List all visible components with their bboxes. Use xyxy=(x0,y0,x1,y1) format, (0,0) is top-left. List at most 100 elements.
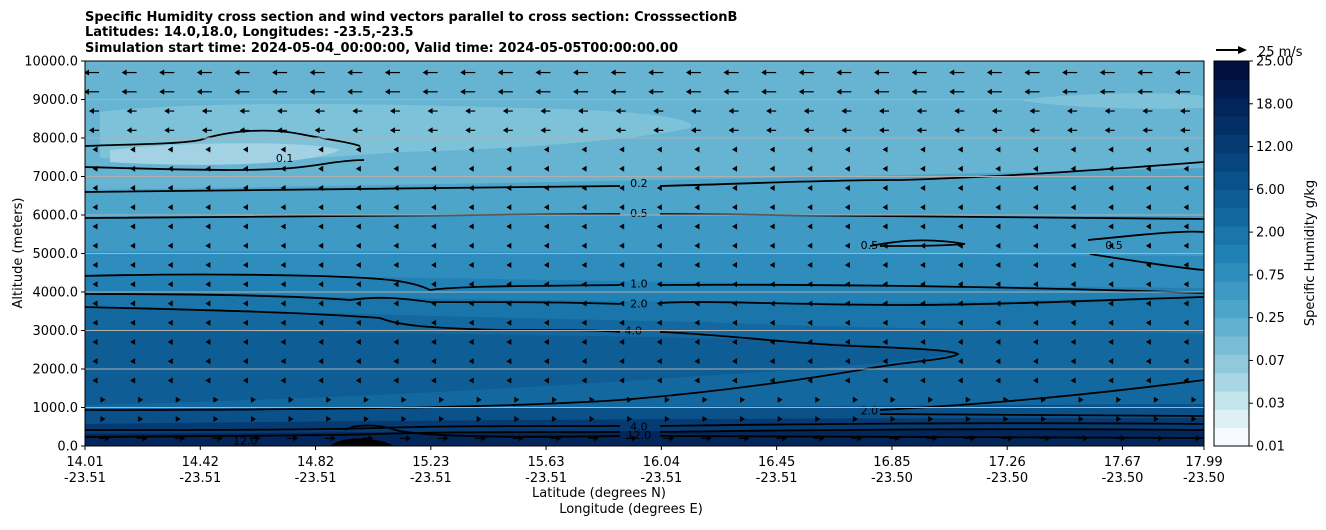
band-4-0 xyxy=(85,330,958,405)
wind-vector-head xyxy=(619,281,625,288)
wind-vector-head xyxy=(740,396,746,403)
wind-vector-head xyxy=(581,242,587,249)
wind-vector-head xyxy=(159,88,165,95)
contour-0-5-closed xyxy=(869,239,966,247)
wind-vector-head xyxy=(92,146,98,153)
wind-vector-head xyxy=(874,88,880,95)
wind-vector-head xyxy=(664,396,670,403)
wind-vector-head xyxy=(401,396,407,403)
wind-vector-head xyxy=(175,396,181,403)
wind-vector-head xyxy=(543,358,549,365)
colorbar-segment xyxy=(1214,244,1249,264)
wind-vector-head xyxy=(242,262,248,269)
wind-vector-head xyxy=(242,339,248,346)
wind-vector-head xyxy=(1062,69,1068,76)
wind-vector-head xyxy=(540,127,546,134)
wind-vector-head xyxy=(995,165,1001,172)
wind-vector-head xyxy=(506,146,512,153)
wind-vector-head xyxy=(807,319,813,326)
wind-vector-head xyxy=(92,358,98,365)
wind-vector-head xyxy=(130,281,136,288)
wind-vector-head xyxy=(130,358,136,365)
wind-vector-head xyxy=(506,204,512,211)
wind-vector-head xyxy=(293,435,299,442)
wind-vector-head xyxy=(121,88,127,95)
wind-vector-head xyxy=(431,377,437,384)
wind-vector-head xyxy=(130,204,136,211)
wind-vector-head xyxy=(1183,223,1189,230)
x-tick-label-lat: 14.82 xyxy=(297,455,334,470)
wind-vector-head xyxy=(468,300,474,307)
wind-vector-head xyxy=(92,339,98,346)
wind-vector-head xyxy=(1070,281,1076,288)
wind-vector-head xyxy=(326,416,332,423)
wind-vector-head xyxy=(280,223,286,230)
wind-vector-head xyxy=(1104,108,1110,115)
wind-vector-head xyxy=(393,223,399,230)
x-tick-label-lat: 17.99 xyxy=(1185,455,1222,470)
wind-vector-head xyxy=(468,319,474,326)
terrain-mask xyxy=(330,438,395,446)
plot-area: 0.10.20.50.5 0.51.02.04.02.04.012.012.0 xyxy=(85,61,1204,446)
wind-vector-head xyxy=(130,319,136,326)
wind-vector-head xyxy=(431,223,437,230)
colorbar-segment xyxy=(1214,134,1249,154)
wind-vector-head xyxy=(769,300,775,307)
wind-vector-head xyxy=(1067,108,1073,115)
wind-vector-head xyxy=(732,339,738,346)
wind-vector-head xyxy=(126,127,132,134)
wind-vector-head xyxy=(393,300,399,307)
wind-vector-head xyxy=(543,242,549,249)
wind-vector-head xyxy=(882,281,888,288)
wind-vector-head xyxy=(468,165,474,172)
wind-vector-head xyxy=(1183,204,1189,211)
wind-vector-head xyxy=(201,108,207,115)
wind-vector-head xyxy=(551,396,557,403)
wind-vector-head xyxy=(589,396,595,403)
wind-vector-head xyxy=(1024,88,1030,95)
wind-vector-head xyxy=(142,435,148,442)
wind-vector-head xyxy=(995,242,1001,249)
wind-vector-head xyxy=(578,108,584,115)
wind-vector-head xyxy=(1070,146,1076,153)
wind-vector-head xyxy=(1137,88,1143,95)
wind-vector-head xyxy=(777,416,783,423)
wind-vector-head xyxy=(844,339,850,346)
y-tick-label: 1000.0 xyxy=(33,401,79,416)
wind-vector-head xyxy=(1180,127,1185,134)
wind-vector-head xyxy=(540,108,546,115)
wind-vector-head xyxy=(121,69,127,76)
wind-vector-head xyxy=(277,108,283,115)
wind-vector-head xyxy=(852,416,858,423)
wind-vector-head xyxy=(1137,69,1143,76)
wind-vector-head xyxy=(389,127,395,134)
wind-vector-head xyxy=(468,281,474,288)
wind-vector-head xyxy=(807,377,813,384)
wind-vector-head xyxy=(581,262,587,269)
wind-vector-head xyxy=(920,377,926,384)
wind-vector-head xyxy=(1007,435,1013,442)
wind-vector-head xyxy=(167,319,173,326)
wind-vector-head xyxy=(1145,146,1151,153)
wind-vector-head xyxy=(844,204,850,211)
wind-vector-head xyxy=(239,127,245,134)
wind-vector-head xyxy=(1108,223,1114,230)
wind-vector-head xyxy=(1183,339,1189,346)
wind-vector-head xyxy=(1145,300,1151,307)
wind-vector-head xyxy=(167,165,173,172)
wind-vector-head xyxy=(991,127,997,134)
wind-vector-head xyxy=(895,435,901,442)
wind-vector-head xyxy=(732,204,738,211)
wind-vector-head xyxy=(1070,223,1076,230)
wind-vector-head xyxy=(1145,319,1151,326)
wind-vector-head xyxy=(656,339,662,346)
colorbar-segment xyxy=(1214,336,1249,355)
wind-key: 25 m/s xyxy=(1216,45,1303,60)
wind-vector-head xyxy=(879,127,885,134)
wind-vector-head xyxy=(1120,435,1126,442)
wind-vector-head xyxy=(205,358,211,365)
wind-vector-head xyxy=(920,358,926,365)
wind-vector-head xyxy=(355,319,361,326)
wind-vector-head xyxy=(1145,165,1151,172)
colorbar-segment xyxy=(1214,171,1249,190)
